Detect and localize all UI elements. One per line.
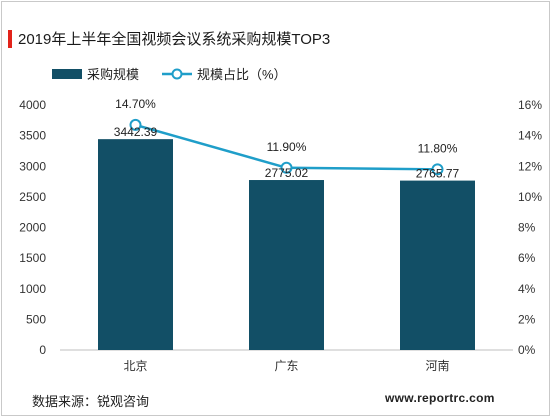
y-right-tick-label: 16%: [518, 98, 542, 112]
y-left-tick-label: 4000: [19, 98, 46, 112]
y-right-tick-label: 14%: [518, 129, 542, 143]
y-left-tick-label: 1000: [19, 282, 46, 296]
x-tick-label: 河南: [425, 358, 449, 373]
y-right-tick-label: 12%: [518, 159, 542, 173]
y-right-tick-label: 4%: [518, 282, 536, 296]
bar-data-label: 2765.77: [416, 167, 460, 181]
y-left-tick-label: 3500: [19, 129, 46, 143]
bar-data-label: 2775.02: [265, 166, 309, 180]
line-point-1: [280, 161, 293, 174]
y-left-tick-label: 2000: [19, 221, 46, 235]
legend-label-line: 规模占比（%）: [197, 67, 287, 82]
legend-marker-line: [171, 68, 183, 80]
y-right-tick-label: 2%: [518, 312, 536, 326]
y-left-tick-label: 3000: [19, 159, 46, 173]
y-right-tick-label: 6%: [518, 251, 536, 265]
bar-1: [249, 180, 324, 350]
line-point-2: [431, 163, 444, 176]
line-series: [129, 118, 444, 176]
legend-swatch-bar: [52, 69, 82, 79]
title-accent-bar: [8, 30, 12, 48]
y-left-tick-label: 0: [39, 343, 46, 357]
line-data-label: 11.80%: [418, 141, 458, 155]
source-note: 数据来源：锐观咨询: [32, 394, 150, 409]
y-right-tick-label: 10%: [518, 190, 542, 204]
legend-label-bar: 采购规模: [87, 67, 139, 82]
bar-2: [400, 180, 475, 350]
y-right-tick-label: 0%: [518, 343, 536, 357]
website-link[interactable]: www.reportrc.com: [385, 391, 495, 405]
chart-legend: 采购规模 规模占比（%）: [52, 67, 287, 82]
chart-title: 2019年上半年全国视频会议系统采购规模TOP3: [18, 31, 331, 48]
bar-series: [98, 139, 475, 350]
line-data-label: 14.70%: [115, 97, 156, 111]
line-point-0: [129, 118, 142, 131]
bar-0: [98, 139, 173, 350]
line-data-label: 11.90%: [267, 140, 307, 154]
y-left-tick-label: 500: [26, 312, 46, 326]
y-left-tick-label: 2500: [19, 190, 46, 204]
bar-data-label: 3442.39: [114, 125, 158, 139]
data-labels: 14.70% 3442.39 11.90% 2775.02 11.80% 2765.77: [114, 97, 460, 181]
y-left-tick-label: 1500: [19, 251, 46, 265]
y-right-tick-label: 8%: [518, 221, 536, 235]
x-tick-label: 北京: [123, 359, 147, 373]
chart-axes: 0 500 1000 1500 2000 2500 3000 3500 4000 0% 2% 4% 6%…: [19, 98, 542, 373]
x-tick-label: 广东: [274, 359, 298, 373]
